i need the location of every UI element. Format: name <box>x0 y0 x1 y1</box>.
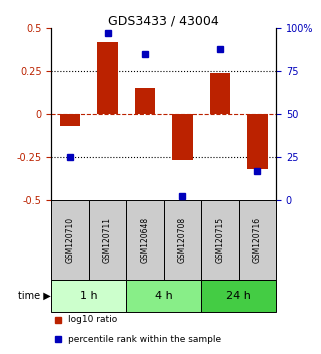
Bar <box>135 88 155 114</box>
Bar <box>89 200 126 280</box>
Bar <box>210 73 230 114</box>
Text: GSM120711: GSM120711 <box>103 217 112 263</box>
Text: log10 ratio: log10 ratio <box>68 315 117 324</box>
Bar <box>51 200 89 280</box>
Bar <box>164 200 201 280</box>
Title: GDS3433 / 43004: GDS3433 / 43004 <box>108 14 219 27</box>
Bar <box>51 280 126 312</box>
Bar <box>247 114 268 169</box>
Bar <box>126 280 201 312</box>
Bar <box>97 42 118 114</box>
Text: GSM120708: GSM120708 <box>178 217 187 263</box>
Bar <box>201 280 276 312</box>
Text: 24 h: 24 h <box>226 291 251 301</box>
Text: GSM120710: GSM120710 <box>65 217 74 263</box>
Bar <box>60 114 80 126</box>
Bar <box>201 200 239 280</box>
Text: 4 h: 4 h <box>155 291 173 301</box>
Bar <box>239 200 276 280</box>
Text: 1 h: 1 h <box>80 291 98 301</box>
Text: GSM120715: GSM120715 <box>215 217 224 263</box>
Bar <box>126 200 164 280</box>
Text: percentile rank within the sample: percentile rank within the sample <box>68 335 221 344</box>
Text: GSM120716: GSM120716 <box>253 217 262 263</box>
Text: GSM120648: GSM120648 <box>141 217 150 263</box>
Bar <box>172 114 193 160</box>
Text: time ▶: time ▶ <box>18 291 51 301</box>
